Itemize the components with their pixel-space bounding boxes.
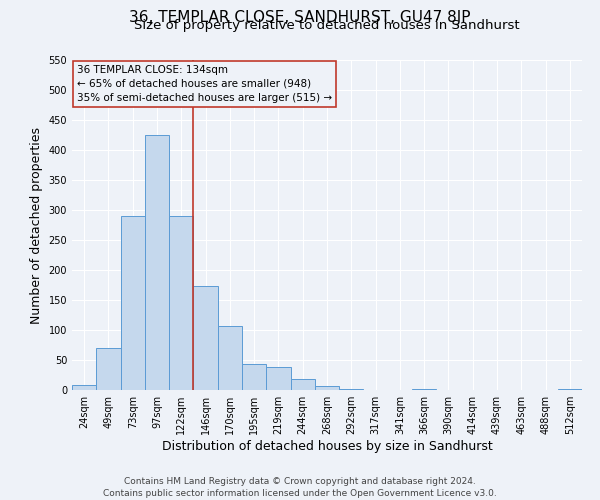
Bar — [218, 326, 242, 390]
Bar — [145, 135, 169, 390]
Bar — [169, 216, 193, 390]
Bar — [339, 389, 364, 390]
Y-axis label: Number of detached properties: Number of detached properties — [30, 126, 43, 324]
Title: Size of property relative to detached houses in Sandhurst: Size of property relative to detached ho… — [134, 20, 520, 32]
Bar — [96, 348, 121, 390]
Bar — [290, 379, 315, 390]
Bar — [121, 216, 145, 390]
Bar — [193, 286, 218, 390]
Bar — [558, 389, 582, 390]
X-axis label: Distribution of detached houses by size in Sandhurst: Distribution of detached houses by size … — [161, 440, 493, 453]
Text: 36, TEMPLAR CLOSE, SANDHURST, GU47 8JP: 36, TEMPLAR CLOSE, SANDHURST, GU47 8JP — [129, 10, 471, 25]
Bar — [412, 389, 436, 390]
Bar — [315, 386, 339, 390]
Bar — [242, 364, 266, 390]
Text: 36 TEMPLAR CLOSE: 134sqm
← 65% of detached houses are smaller (948)
35% of semi-: 36 TEMPLAR CLOSE: 134sqm ← 65% of detach… — [77, 65, 332, 103]
Text: Contains HM Land Registry data © Crown copyright and database right 2024.
Contai: Contains HM Land Registry data © Crown c… — [103, 476, 497, 498]
Bar — [266, 367, 290, 390]
Bar — [72, 385, 96, 390]
